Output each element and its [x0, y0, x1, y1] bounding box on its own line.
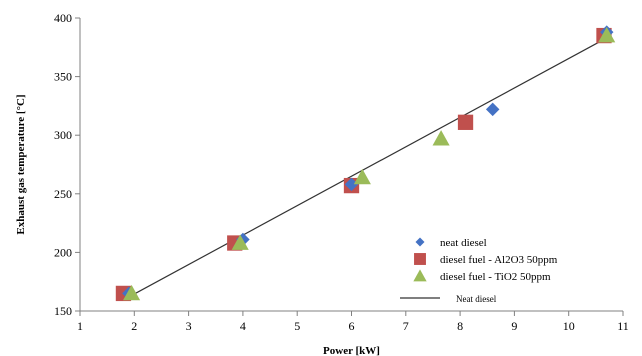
x-tick-label: 9 — [511, 319, 517, 333]
x-ticks: 1 2 3 4 5 6 7 8 9 10 11 — [77, 311, 629, 333]
x-tick-label: 4 — [240, 319, 246, 333]
data-points — [115, 25, 616, 302]
y-ticks: 150 200 250 300 350 400 — [54, 11, 80, 318]
y-tick-label: 250 — [54, 187, 72, 201]
legend-marker-square — [414, 253, 426, 265]
legend-label: neat diesel — [440, 237, 487, 249]
legend-label: Neat diesel — [456, 294, 497, 304]
trendline-neat-diesel — [128, 37, 607, 298]
x-tick-label: 3 — [186, 319, 192, 333]
x-tick-label: 6 — [349, 319, 355, 333]
legend: neat diesel diesel fuel - Al2O3 50ppm dies… — [400, 237, 558, 304]
x-tick-label: 1 — [77, 319, 83, 333]
y-tick-label: 150 — [54, 304, 72, 318]
legend-marker-triangle — [413, 269, 427, 282]
y-tick-label: 200 — [54, 245, 72, 259]
legend-marker-diamond — [415, 237, 425, 247]
data-point-triangle — [353, 168, 371, 185]
axes — [79, 18, 623, 312]
data-point-triangle — [231, 234, 249, 250]
x-axis-title: Power [kW] — [323, 345, 380, 356]
y-tick-label: 400 — [54, 11, 72, 25]
data-point-diamond — [344, 177, 359, 192]
data-point-triangle — [123, 284, 141, 301]
x-tick-label: 10 — [563, 319, 575, 333]
x-tick-label: 11 — [617, 319, 629, 333]
data-point-triangle — [598, 27, 616, 43]
data-point-diamond — [485, 102, 500, 117]
data-point-triangle — [432, 130, 450, 146]
data-point-square — [457, 114, 474, 130]
y-tick-label: 300 — [54, 128, 72, 142]
legend-label: diesel fuel - TiO2 50ppm — [440, 271, 551, 283]
trendline-group — [128, 37, 607, 298]
x-tick-label: 7 — [403, 319, 409, 333]
x-tick-label: 8 — [457, 319, 463, 333]
x-tick-label: 2 — [131, 319, 137, 333]
y-axis-title: Exhaust gas temperature [°C] — [15, 94, 27, 234]
legend-label: diesel fuel - Al2O3 50ppm — [440, 254, 558, 266]
x-tick-label: 5 — [294, 319, 300, 333]
y-tick-label: 350 — [54, 70, 72, 84]
